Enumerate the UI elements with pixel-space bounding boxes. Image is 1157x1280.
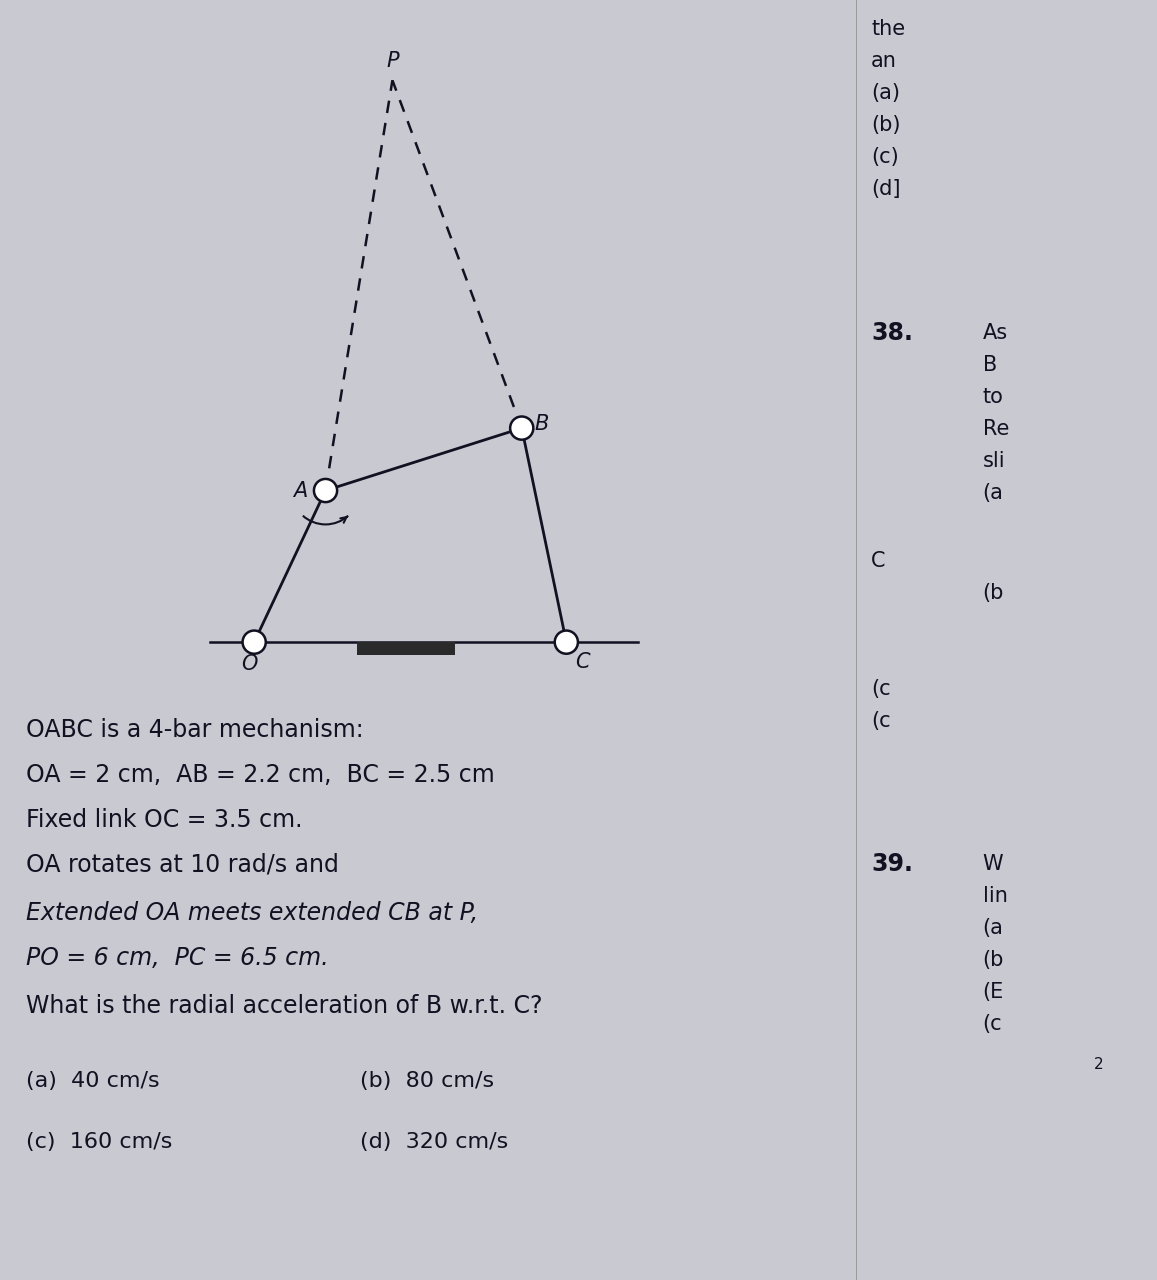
Text: (b): (b) [871, 115, 900, 136]
Text: OABC is a 4-bar mechanism:: OABC is a 4-bar mechanism: [25, 718, 363, 741]
Circle shape [314, 479, 337, 502]
Text: Re: Re [982, 419, 1009, 439]
Text: P: P [386, 51, 399, 70]
Text: (c: (c [982, 1014, 1002, 1034]
Text: 2: 2 [1095, 1057, 1104, 1073]
Text: the: the [871, 19, 905, 40]
Text: (d)  320 cm/s: (d) 320 cm/s [360, 1132, 508, 1152]
Text: lin: lin [982, 886, 1008, 906]
Text: As: As [982, 323, 1008, 343]
Text: (E: (E [982, 982, 1004, 1002]
Text: (a)  40 cm/s: (a) 40 cm/s [25, 1071, 160, 1092]
Text: an: an [871, 51, 897, 72]
Text: (c: (c [871, 710, 891, 731]
Text: B: B [982, 355, 997, 375]
Text: (b)  80 cm/s: (b) 80 cm/s [360, 1071, 494, 1092]
FancyBboxPatch shape [356, 643, 455, 654]
Text: 38.: 38. [871, 321, 913, 344]
Text: to: to [982, 387, 1003, 407]
Text: (c)  160 cm/s: (c) 160 cm/s [25, 1132, 172, 1152]
Text: O: O [242, 654, 258, 675]
Text: OA = 2 cm,  AB = 2.2 cm,  BC = 2.5 cm: OA = 2 cm, AB = 2.2 cm, BC = 2.5 cm [25, 763, 494, 787]
Circle shape [510, 416, 533, 440]
Text: C: C [871, 550, 886, 571]
Circle shape [243, 631, 266, 654]
Text: (b: (b [982, 950, 1004, 970]
Text: PO = 6 cm,  PC = 6.5 cm.: PO = 6 cm, PC = 6.5 cm. [25, 946, 329, 970]
Text: W: W [982, 854, 1003, 874]
Text: (c): (c) [871, 147, 899, 168]
Text: Fixed link OC = 3.5 cm.: Fixed link OC = 3.5 cm. [25, 808, 302, 832]
Text: Extended OA meets extended CB at P,: Extended OA meets extended CB at P, [25, 901, 478, 925]
Text: C: C [575, 652, 590, 672]
Text: (а: (а [982, 483, 1003, 503]
Text: sli: sli [982, 451, 1005, 471]
Text: (а: (а [982, 918, 1003, 938]
Text: 39.: 39. [871, 852, 913, 876]
Text: (c: (c [871, 678, 891, 699]
Text: (d]: (d] [871, 179, 900, 200]
Text: OA rotates at 10 rad/s and: OA rotates at 10 rad/s and [25, 852, 339, 877]
Text: (b: (b [982, 582, 1004, 603]
Text: What is the radial acceleration of B w.r.t. C?: What is the radial acceleration of B w.r… [25, 995, 543, 1019]
Text: B: B [535, 413, 548, 434]
Circle shape [554, 631, 578, 654]
Text: (a): (a) [871, 83, 900, 104]
Text: A: A [294, 480, 308, 500]
